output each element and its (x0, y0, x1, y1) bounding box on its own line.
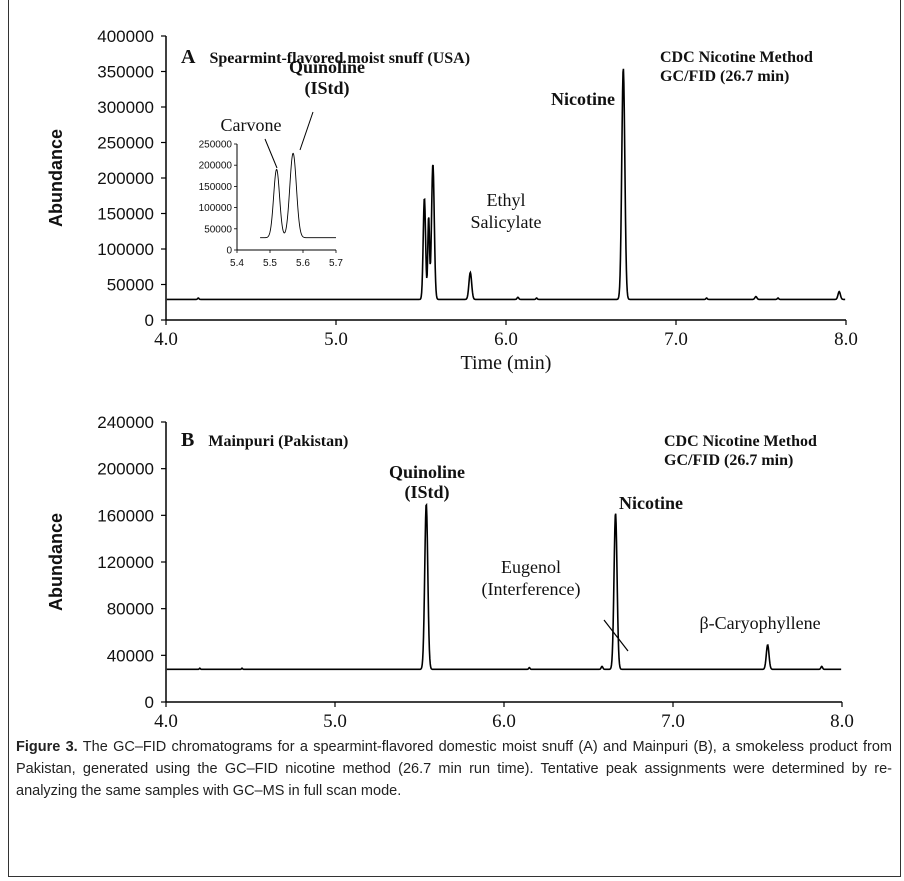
peak-annotation: (IStd) (304, 78, 349, 99)
y-axis-label: Abundance (46, 513, 66, 611)
x-tick-label: 6.0 (494, 329, 518, 350)
peak-annotation: (IStd) (404, 482, 449, 503)
y-tick-label: 50000 (107, 276, 154, 295)
inset-chart: 0 50000 100000 150000 200000 250000 5.4 5.5 5.6 5… (199, 140, 344, 270)
chromatogram-trace (166, 68, 846, 301)
peak-annotation: Quinoline (289, 57, 365, 77)
peak-annotation: Quinoline (389, 462, 465, 482)
y-tick-label: 0 (145, 311, 154, 330)
inset-x-tick-label: 5.7 (329, 258, 343, 269)
chromatogram-figure: 0 50000 100000 150000 200000 250000 300000 3500… (46, 27, 858, 730)
annotation-pointer (299, 111, 314, 151)
x-axis-label: Time (min) (461, 352, 552, 374)
method-label: CDC Nicotine Method (664, 433, 817, 450)
x-tick-label: 6.0 (492, 711, 516, 730)
annotation-pointer (603, 619, 629, 652)
peak-annotation: Salicylate (471, 212, 542, 232)
peak-annotation: (Interference) (482, 579, 581, 600)
panel-title: B Mainpuri (Pakistan) (181, 429, 348, 451)
y-tick-label: 120000 (97, 553, 154, 572)
y-tick-label: 0 (145, 693, 154, 712)
y-tick-label: 100000 (97, 240, 154, 259)
inset-y-tick-label: 50000 (204, 224, 232, 235)
x-tick-label: 8.0 (834, 329, 858, 350)
caption-label: Figure 3. (16, 739, 78, 755)
x-tick-label: 7.0 (661, 711, 685, 730)
y-tick-label: 40000 (107, 646, 154, 665)
inset-x-tick-label: 5.5 (263, 258, 277, 269)
inset-y-tick-label: 100000 (199, 203, 233, 214)
inset-x-tick-label: 5.4 (230, 258, 244, 269)
y-tick-label: 160000 (97, 506, 154, 525)
annotation-pointer (264, 138, 278, 169)
y-tick-label: 300000 (97, 98, 154, 117)
caption-text: The GC–FID chromatograms for a spearmint… (16, 739, 892, 799)
method-label: CDC Nicotine Method (660, 49, 813, 66)
x-tick-label: 5.0 (323, 711, 347, 730)
y-tick-label: 150000 (97, 205, 154, 224)
y-tick-label: 400000 (97, 27, 154, 46)
inset-x-tick-label: 5.6 (296, 258, 310, 269)
method-label: GC/FID (26.7 min) (664, 452, 793, 469)
inset-y-tick-label: 250000 (199, 140, 233, 151)
panel-A: 0 50000 100000 150000 200000 250000 300000 3500… (46, 27, 858, 374)
peak-annotation: Carvone (221, 115, 282, 135)
figure-caption: Figure 3. The GC–FID chromatograms for a… (16, 736, 892, 802)
y-tick-label: 200000 (97, 169, 154, 188)
y-tick-label: 250000 (97, 134, 154, 153)
panel-title: A Spearmint-flavored moist snuff (USA) (181, 46, 470, 68)
peak-annotation: Eugenol (501, 557, 561, 577)
y-tick-label: 350000 (97, 63, 154, 82)
x-tick-label: 4.0 (154, 329, 178, 350)
panel-B: 0 40000 80000 120000 160000 200000 240000 4.0 5.… (46, 413, 854, 730)
inset-y-tick-label: 0 (226, 246, 232, 257)
chromatogram-trace (166, 502, 842, 671)
x-tick-label: 5.0 (324, 329, 348, 350)
inset-trace (260, 152, 336, 239)
figure-frame (8, 0, 901, 877)
peak-annotation: Nicotine (619, 493, 683, 513)
peak-annotation: β-Caryophyllene (699, 613, 820, 633)
x-tick-label: 7.0 (664, 329, 688, 350)
y-tick-label: 200000 (97, 460, 154, 479)
peak-annotation: Nicotine (551, 89, 615, 109)
inset-y-tick-label: 200000 (199, 161, 233, 172)
y-axis-label: Abundance (46, 129, 66, 227)
x-tick-label: 4.0 (154, 711, 178, 730)
peak-annotation: Ethyl (487, 190, 526, 210)
y-tick-label: 80000 (107, 600, 154, 619)
inset-y-tick-label: 150000 (199, 182, 233, 193)
method-label: GC/FID (26.7 min) (660, 68, 789, 85)
x-tick-label: 8.0 (830, 711, 854, 730)
y-tick-label: 240000 (97, 413, 154, 432)
